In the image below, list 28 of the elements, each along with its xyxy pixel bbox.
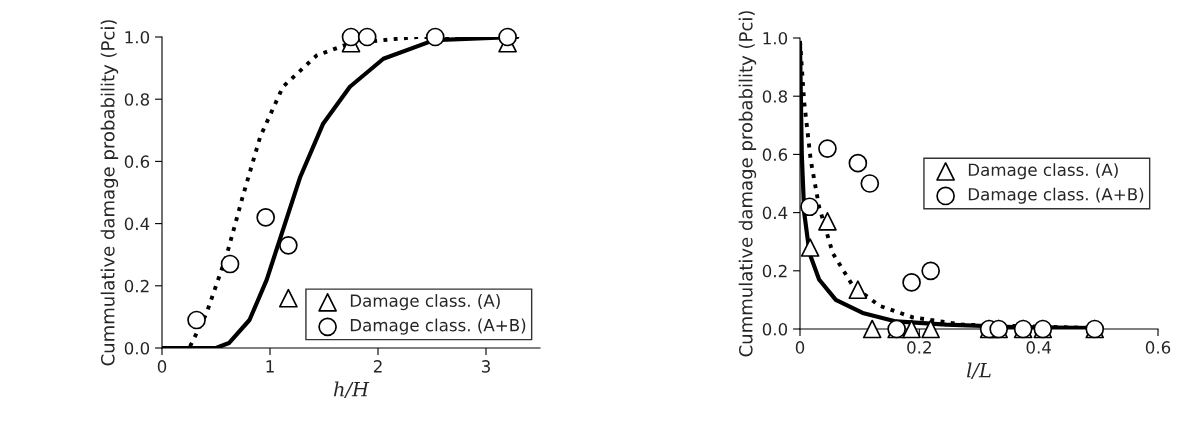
y-tick-label: 0.2	[124, 279, 149, 293]
x-tick-label: 0.4	[1026, 341, 1051, 354]
x-tick-label: 2	[373, 360, 382, 373]
x-axis-title: l/L	[966, 362, 991, 380]
legend-label: Damage class. (A+B)	[350, 318, 526, 335]
x-tick-label: 0.2	[907, 341, 931, 354]
y-tick-label: 1.0	[125, 30, 150, 44]
x-tick-label: 0	[157, 360, 167, 373]
legend-label: Damage class. (A)	[350, 294, 500, 311]
legend-label: Damage class. (A)	[968, 163, 1118, 180]
y-tick-label: 0.8	[124, 93, 150, 106]
x-axis-title: h/H	[333, 381, 370, 399]
y-axis-title: Cummulative damage probability (Pci)	[100, 20, 119, 366]
y-tick-label: 0.8	[762, 90, 788, 103]
x-tick-label: 1	[266, 360, 274, 373]
y-tick-label: 0.0	[762, 322, 788, 336]
y-tick-label: 0.6	[124, 155, 150, 168]
y-tick-label: 0.2	[762, 264, 787, 278]
y-tick-label: 0.6	[762, 148, 788, 161]
y-tick-label: 0.4	[762, 206, 788, 220]
y-axis-title: Cummulative damage probability (Pci)	[738, 11, 757, 357]
x-tick-label: 0	[795, 341, 805, 354]
y-tick-label: 0.4	[124, 217, 150, 231]
y-tick-label: 1.0	[763, 31, 788, 45]
x-tick-label: 3	[481, 360, 490, 373]
x-tick-label: 0.6	[1145, 341, 1171, 354]
y-tick-label: 0.0	[124, 341, 150, 355]
legend-label: Damage class. (A+B)	[968, 187, 1144, 204]
